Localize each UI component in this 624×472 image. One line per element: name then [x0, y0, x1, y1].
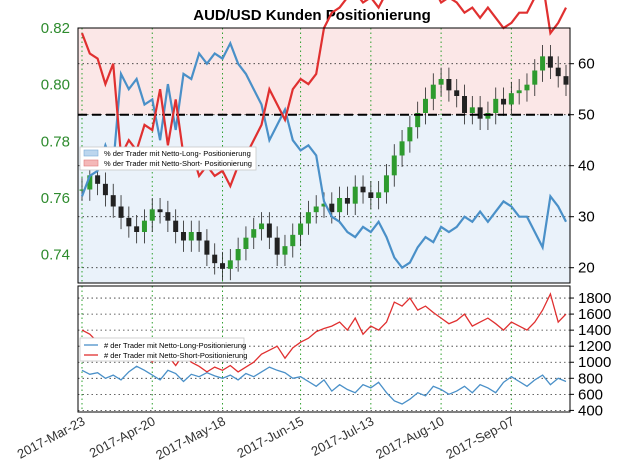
price-candle [423, 99, 428, 113]
left-tick-label: 0.78 [41, 133, 70, 150]
left-tick-label: 0.76 [41, 190, 70, 207]
right-tick-label: 20 [578, 260, 595, 277]
right-axis-ticks: 20 30 40 50 60 [570, 56, 595, 277]
price-candle [158, 209, 163, 212]
price-candle [361, 187, 366, 193]
x-tick-label: 2017-Mar-23 [15, 413, 88, 461]
price-candle [259, 224, 264, 230]
price-candle [376, 192, 381, 198]
price-candle [556, 68, 561, 77]
price-candle [119, 207, 124, 218]
price-candle [509, 93, 514, 104]
lower-right-tick-label: 1800 [578, 290, 611, 307]
price-candle [165, 212, 170, 221]
price-candle [236, 249, 241, 260]
upper-panel: 0.74 0.76 0.78 0.80 0.82 20 30 40 50 60 % der Tr… [41, 0, 595, 283]
left-tick-label: 0.74 [41, 247, 70, 264]
legend-label-long: % der Trader mit Netto-Long- Positionier… [104, 149, 251, 158]
legend-label-short: % der Trader mit Netto-Short- Positionie… [104, 159, 252, 168]
price-candle [532, 71, 537, 85]
price-candle [400, 141, 405, 155]
price-candle [548, 56, 553, 67]
price-candle [446, 79, 451, 90]
lower-right-tick-label: 400 [578, 402, 603, 419]
legend-label-long-count: # der Trader mit Netto-Long-Positionieru… [104, 341, 246, 350]
right-tick-label: 30 [578, 209, 595, 226]
price-candle [462, 96, 467, 113]
price-candle [126, 218, 131, 227]
lower-right-tick-label: 1200 [578, 338, 611, 355]
x-tick-label: 2017-Jul-13 [309, 413, 377, 458]
lower-right-tick-label: 800 [578, 370, 603, 387]
lower-right-tick-label: 1400 [578, 322, 611, 339]
price-candle [111, 195, 116, 206]
price-candle [275, 238, 280, 255]
lower-legend: # der Trader mit Netto-Long-Positionieru… [80, 338, 247, 361]
price-candle [290, 235, 295, 246]
lower-right-tick-label: 1000 [578, 354, 611, 371]
price-candle [220, 263, 225, 269]
lower-right-tick-label: 1600 [578, 306, 611, 323]
price-candle [134, 226, 139, 232]
x-tick-label: 2017-Apr-20 [87, 413, 158, 460]
x-tick-label: 2017-May-18 [153, 413, 228, 462]
price-candle [501, 99, 506, 105]
price-candle [517, 90, 522, 93]
price-candle [306, 212, 311, 223]
price-candle [243, 238, 248, 249]
x-tick-label: 2017-Jun-15 [234, 413, 305, 461]
left-axis-ticks: 0.74 0.76 0.78 0.80 0.82 [41, 20, 70, 264]
price-candle [314, 207, 319, 213]
price-candle [204, 241, 209, 255]
left-tick-label: 0.80 [41, 77, 70, 94]
price-candle [197, 232, 202, 241]
price-candle [353, 187, 358, 204]
legend-swatch-long [84, 150, 98, 156]
x-tick-label: 2017-Sep-07 [443, 413, 516, 462]
x-tick-label: 2017-Aug-10 [373, 413, 446, 462]
price-candle [267, 224, 272, 238]
price-candle [524, 85, 529, 91]
price-candle [251, 229, 256, 238]
price-candle [439, 79, 444, 85]
price-candle [212, 255, 217, 264]
chart-title: AUD/USD Kunden Positionierung [193, 7, 431, 24]
price-candle [298, 224, 303, 235]
price-candle [181, 232, 186, 241]
price-candle [564, 76, 569, 85]
right-tick-label: 40 [578, 158, 595, 175]
price-candle [345, 198, 350, 204]
price-candle [337, 198, 342, 212]
right-tick-label: 60 [578, 56, 595, 73]
price-candle [103, 184, 108, 195]
price-candle [493, 99, 498, 113]
upper-legend: % der Trader mit Netto-Long- Positionier… [80, 147, 256, 170]
price-candle [478, 107, 483, 118]
price-candle [431, 85, 436, 99]
price-candle [95, 175, 100, 184]
price-candle [392, 156, 397, 176]
left-tick-label: 0.82 [41, 20, 70, 37]
price-candle [454, 90, 459, 96]
price-candle [173, 221, 178, 232]
right-tick-label: 50 [578, 107, 595, 124]
price-candle [384, 175, 389, 192]
price-candle [407, 127, 412, 141]
price-candle [470, 107, 475, 113]
price-candle [282, 246, 287, 255]
lower-right-tick-label: 600 [578, 386, 603, 403]
price-candle [142, 221, 147, 232]
price-candle [189, 232, 194, 241]
price-candle [368, 192, 373, 198]
price-candle [540, 56, 545, 70]
legend-swatch-short [84, 160, 98, 166]
price-candle [228, 260, 233, 269]
legend-label-short-count: # der Trader mit Netto-Short-Positionier… [104, 351, 247, 360]
price-candle [150, 209, 155, 220]
